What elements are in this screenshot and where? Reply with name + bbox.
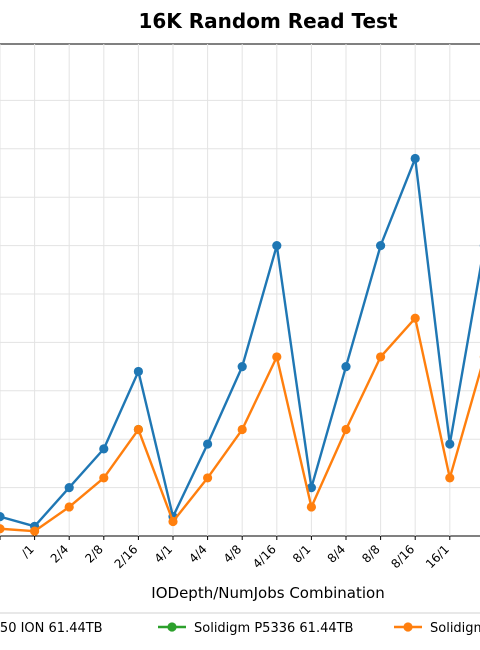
data-point [376,241,386,251]
x-tick-label: /1 [19,542,37,560]
data-point [341,424,351,435]
data-point [99,444,109,454]
x-tick-label: 8/16 [388,542,417,571]
x-tick-label: 4/8 [221,542,245,566]
chart-title: 16K Random Read Test [138,9,398,33]
data-point [272,241,282,251]
x-tick-label: 16/1 [423,542,452,571]
data-point [306,483,316,493]
x-tick-label: 8/1 [290,542,314,566]
data-point [410,153,420,164]
data-point [133,366,143,377]
legend-label: Solidigm P5336 61.44TB [194,621,353,636]
x-tick-label: 4/4 [186,542,210,566]
x-tick-label: 8/8 [359,542,383,566]
data-point [445,473,455,483]
data-point [203,439,213,449]
data-point [168,516,178,527]
legend-swatch-marker [403,622,413,632]
data-point [410,313,420,323]
data-point [237,362,247,372]
data-point [203,473,213,483]
data-point [0,524,5,534]
data-point [376,352,386,362]
data-point [99,473,109,483]
data-point [64,502,74,512]
x-tick-label: 2/4 [48,542,72,566]
data-point [237,424,247,435]
x-tick-label: 4/16 [250,542,279,571]
data-point [306,502,316,512]
x-axis-label: IODepth/NumJobs Combination [151,584,385,602]
data-point [64,483,74,493]
legend-label: Solidigm [430,621,480,636]
data-point [133,424,143,435]
data-point [0,512,5,522]
x-tick-label: 8/4 [325,542,349,566]
x-tick-label: 4/1 [152,542,176,566]
x-tick-label: 2/16 [112,542,141,571]
legend-label: ron 6550 ION 61.44TB [0,621,103,636]
legend-swatch-marker [167,622,177,632]
series-line [0,317,480,533]
x-tick-label: 2/8 [82,542,106,566]
data-point [341,362,351,372]
data-point [29,526,40,536]
series-line [0,157,480,528]
data-point [272,352,282,362]
data-point [445,439,455,449]
